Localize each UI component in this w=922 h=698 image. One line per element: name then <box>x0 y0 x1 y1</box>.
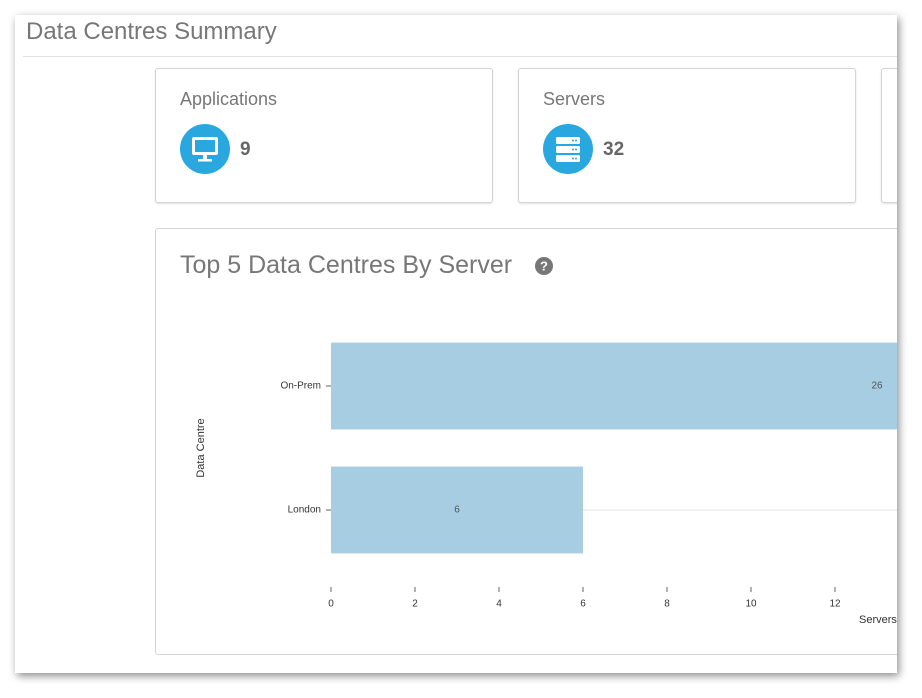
x-tick-label: 10 <box>745 599 757 610</box>
x-tick-label: 12 <box>829 599 841 610</box>
x-tick-label: 6 <box>580 599 586 610</box>
x-tick-label: 2 <box>412 599 418 610</box>
help-icon-glyph: ? <box>540 258 548 273</box>
x-tick-label: 4 <box>496 599 502 610</box>
chart: ? Data Centre Servers 0 2 4 6 8 10 12 On-Prem 26… <box>195 257 897 626</box>
card-value: 32 <box>603 139 625 160</box>
monitor-icon <box>180 124 230 174</box>
card[interactable] <box>881 68 897 203</box>
x-axis-label: Servers <box>859 614 897 626</box>
bar <box>331 342 897 430</box>
divider <box>23 56 897 57</box>
server-icon <box>543 124 593 174</box>
y-tick-label: On-Prem <box>280 381 321 392</box>
applications-card[interactable]: Applications 9 <box>155 68 493 203</box>
card-value: 9 <box>240 139 251 160</box>
page-title: Data Centres Summary <box>26 18 277 45</box>
y-tick-label: London <box>288 505 321 516</box>
dashboard: Data Centres Summary Applications 9 Serv… <box>15 15 897 673</box>
card-label: Applications <box>180 89 278 109</box>
help-icon[interactable] <box>535 257 553 275</box>
x-tick-label: 0 <box>328 599 334 610</box>
card-label: Servers <box>543 89 606 109</box>
chart-panel: ? Data Centre Servers 0 2 4 6 8 10 12 On-Prem 26… <box>155 228 897 655</box>
chart-title: Top 5 Data Centres By Server <box>180 251 513 279</box>
value-label: 26 <box>871 381 883 392</box>
value-label: 6 <box>454 505 460 516</box>
x-tick-label: 8 <box>664 599 670 610</box>
servers-card[interactable]: Servers 32 <box>518 68 856 203</box>
bar <box>331 466 583 554</box>
y-axis-label: Data Centre <box>195 418 207 477</box>
